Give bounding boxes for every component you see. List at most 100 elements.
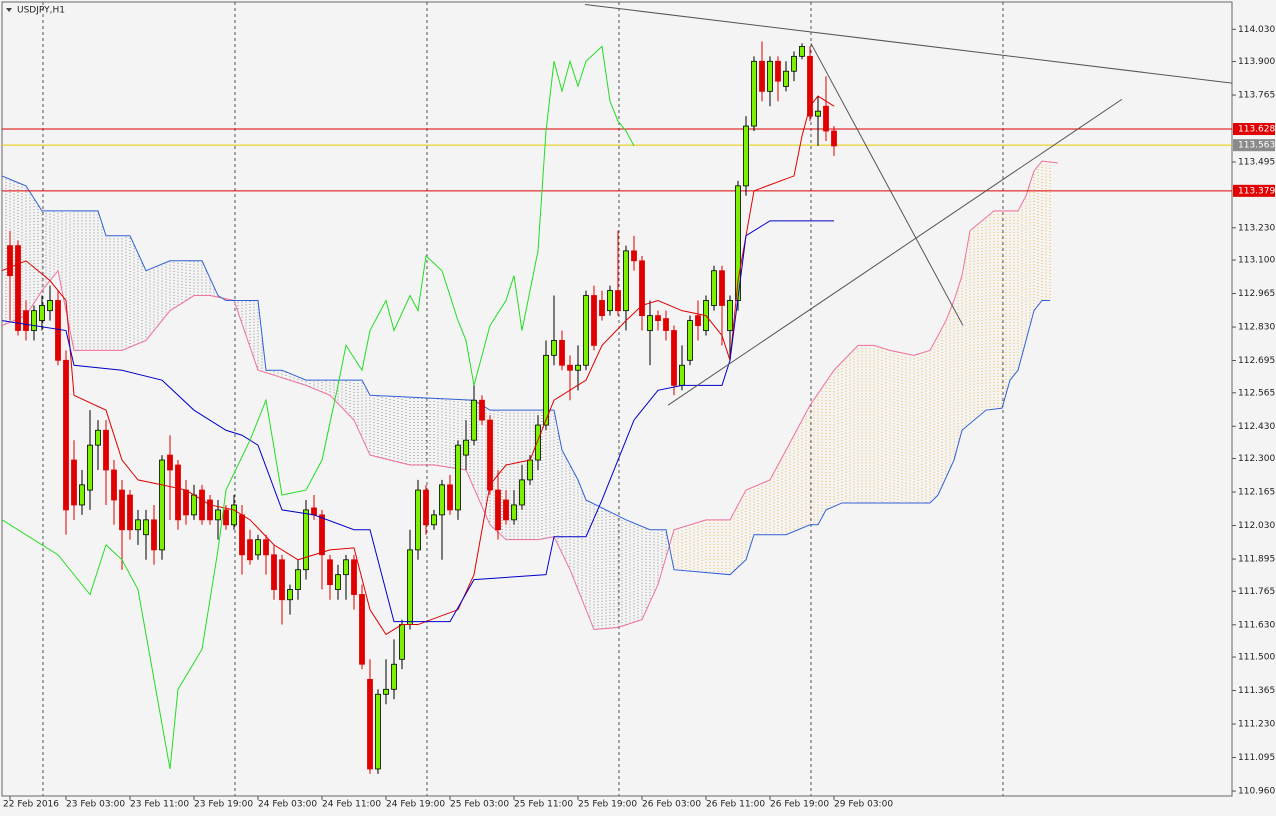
trend-line xyxy=(810,43,964,326)
price-level-label: 113.563 xyxy=(1238,141,1275,151)
price-level-tag xyxy=(1233,184,1275,197)
x-tick-label: 22 Feb 2016 xyxy=(3,800,59,810)
candle-body xyxy=(23,310,29,331)
chart-title: USDJPY,H1 xyxy=(17,6,65,16)
candle-body xyxy=(63,359,69,511)
y-tick-label: 113.900 xyxy=(1238,57,1275,67)
candle-body xyxy=(375,693,381,770)
candle-body xyxy=(519,479,525,506)
candle-body xyxy=(223,509,229,526)
candle-body xyxy=(751,60,757,127)
candle-body xyxy=(815,110,821,117)
y-tick-label: 111.095 xyxy=(1238,753,1275,763)
candle-body xyxy=(279,559,285,601)
candle-body xyxy=(303,509,309,571)
candle-body xyxy=(231,504,237,526)
candle-body xyxy=(567,364,573,371)
y-tick-label: 111.630 xyxy=(1238,620,1275,630)
candle-body xyxy=(151,519,157,551)
candle-body xyxy=(191,494,197,516)
candle-body xyxy=(607,290,613,312)
x-tick-label: 26 Feb 11:00 xyxy=(706,800,765,810)
y-tick-label: 113.765 xyxy=(1238,91,1275,101)
candle-body xyxy=(615,290,621,312)
x-tick-label: 23 Feb 11:00 xyxy=(130,800,189,810)
y-tick-label: 111.365 xyxy=(1238,686,1275,696)
candle-body xyxy=(119,489,125,531)
candle-body xyxy=(111,469,117,501)
candle-body xyxy=(767,60,773,92)
candle-body xyxy=(79,484,85,506)
candle-body xyxy=(551,340,557,356)
x-tick-label: 29 Feb 03:00 xyxy=(834,800,893,810)
candle-body xyxy=(335,574,341,590)
candle-body xyxy=(463,439,469,456)
candle-body xyxy=(575,364,581,371)
y-tick-label: 112.165 xyxy=(1238,488,1275,498)
y-tick-label: 112.300 xyxy=(1238,454,1275,464)
candle-body xyxy=(343,559,349,576)
candle-body xyxy=(167,454,173,471)
candle-body xyxy=(143,519,149,536)
candle-body xyxy=(127,494,133,531)
y-tick-label: 111.765 xyxy=(1238,587,1275,597)
candle-body xyxy=(687,320,693,361)
price-level-tag xyxy=(1233,123,1275,136)
x-tick-label: 23 Feb 19:00 xyxy=(194,800,253,810)
candle-body xyxy=(439,484,445,516)
candle-body xyxy=(215,509,221,521)
candle-body xyxy=(711,270,717,306)
candle-body xyxy=(679,364,685,386)
trend-line xyxy=(667,98,1123,406)
candle-body xyxy=(503,499,509,521)
x-tick-label: 26 Feb 19:00 xyxy=(770,800,829,810)
candle-body xyxy=(207,499,213,521)
candle-body xyxy=(319,514,325,556)
y-tick-label: 112.430 xyxy=(1238,422,1275,432)
y-tick-label: 112.965 xyxy=(1238,289,1275,299)
y-tick-label: 113.495 xyxy=(1238,158,1275,168)
plot-frame xyxy=(1,1,1233,797)
candle-body xyxy=(399,624,405,660)
candle-body xyxy=(47,300,53,312)
candle-body xyxy=(823,105,829,132)
price-level-label: 113.379 xyxy=(1238,186,1275,196)
candle-body xyxy=(471,399,477,441)
y-tick-label: 112.030 xyxy=(1238,521,1275,531)
candle-body xyxy=(631,250,637,262)
x-tick-label: 25 Feb 11:00 xyxy=(514,800,573,810)
candle-body xyxy=(535,424,541,461)
candle-body xyxy=(559,340,565,366)
candle-body xyxy=(103,429,109,471)
x-tick-label: 25 Feb 03:00 xyxy=(450,800,509,810)
chikou-span xyxy=(2,45,635,770)
x-tick-label: 24 Feb 11:00 xyxy=(322,800,381,810)
candle-body xyxy=(87,444,93,491)
menu-arrow[interactable] xyxy=(6,8,12,12)
candle-body xyxy=(407,549,413,625)
y-tick-label: 113.100 xyxy=(1238,256,1275,266)
y-tick-label: 113.230 xyxy=(1238,223,1275,233)
candle-body xyxy=(487,419,493,491)
x-tick-label: 24 Feb 03:00 xyxy=(258,800,317,810)
candle-body xyxy=(175,464,181,521)
price-level-label: 113.628 xyxy=(1238,125,1275,135)
candle-body xyxy=(351,559,357,595)
candle-body xyxy=(423,489,429,526)
candle-body xyxy=(383,688,389,695)
candle-body xyxy=(511,504,517,521)
candle-body xyxy=(183,489,189,516)
candle-body xyxy=(31,310,37,331)
candle-body xyxy=(695,315,701,326)
candle-body xyxy=(743,125,749,187)
candle-body xyxy=(135,519,141,531)
candle-body xyxy=(791,55,797,72)
price-level-tag xyxy=(1233,139,1275,152)
candle-body xyxy=(199,489,205,521)
candle-body xyxy=(391,663,397,690)
candle-body xyxy=(671,330,677,386)
candle-body xyxy=(807,55,813,117)
candle-body xyxy=(447,484,453,511)
